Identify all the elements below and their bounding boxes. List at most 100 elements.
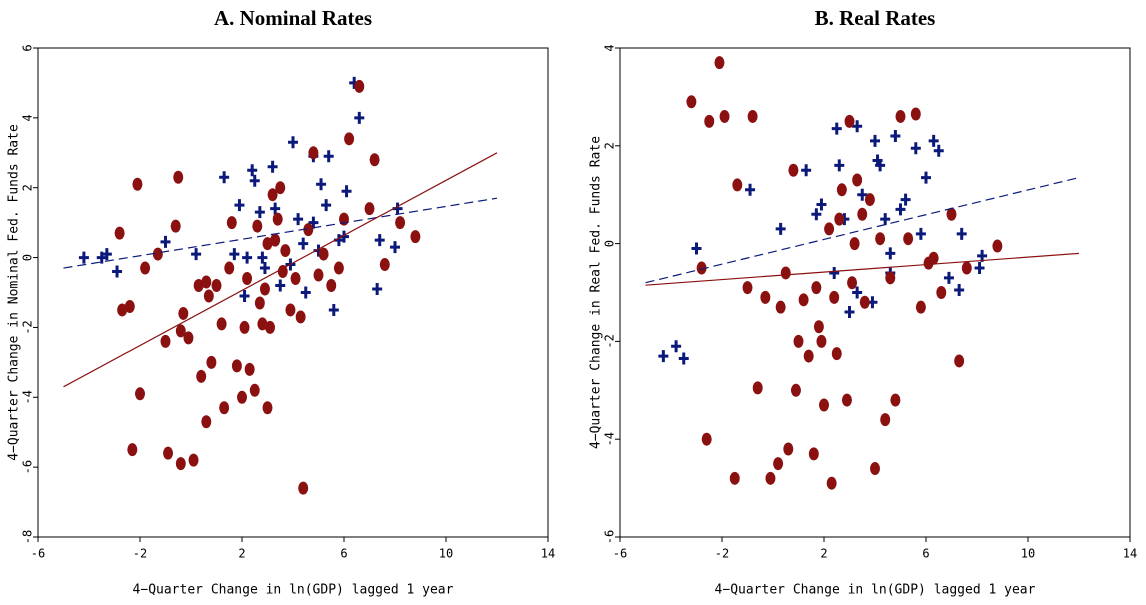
point	[798, 293, 809, 307]
point	[773, 457, 784, 471]
point	[819, 398, 829, 412]
point	[895, 203, 906, 216]
point	[890, 130, 901, 143]
point	[333, 261, 344, 275]
point	[813, 320, 824, 334]
point	[852, 286, 863, 299]
point	[783, 442, 794, 456]
chart-title: B. Real Rates	[815, 6, 936, 30]
point	[954, 354, 965, 368]
y-tick-label: 0	[603, 240, 617, 247]
x-tick-label: 10	[1021, 547, 1035, 561]
y-tick-label: -4	[21, 390, 35, 404]
point	[410, 230, 421, 244]
point	[915, 300, 926, 314]
point	[936, 286, 947, 299]
point	[262, 237, 273, 251]
point	[183, 331, 194, 345]
y-tick-label: -2	[21, 320, 35, 334]
point	[870, 462, 880, 476]
point	[395, 216, 406, 230]
point	[254, 296, 265, 310]
point	[101, 248, 112, 261]
point	[745, 183, 756, 196]
fit-line	[645, 177, 1080, 284]
y-axis-label: 4−Quarter Change in Nominal Fed. Funds R…	[7, 124, 22, 461]
point	[824, 222, 835, 236]
point	[844, 306, 855, 319]
point	[910, 142, 921, 155]
point	[259, 262, 270, 275]
point	[910, 107, 921, 121]
point	[875, 232, 886, 246]
point	[747, 109, 758, 123]
point	[379, 258, 390, 272]
point	[974, 262, 985, 275]
point	[880, 213, 891, 226]
point	[946, 207, 957, 221]
point	[915, 227, 926, 240]
point	[742, 281, 753, 295]
point	[191, 248, 202, 261]
point	[114, 226, 125, 240]
point	[239, 289, 250, 302]
point	[277, 265, 288, 279]
point	[124, 299, 135, 313]
point	[298, 237, 309, 250]
point	[308, 146, 319, 160]
point	[259, 282, 270, 296]
y-tick-label: -6	[603, 530, 617, 544]
point	[231, 359, 242, 373]
point	[344, 132, 355, 146]
y-tick-label: 2	[603, 142, 617, 149]
point	[270, 202, 281, 215]
x-tick-label: 6	[922, 547, 929, 561]
point	[300, 286, 311, 299]
x-axis-label: 4−Quarter Change in ln(GDP) lagged 1 yea…	[715, 583, 1036, 598]
x-tick-label: 2	[238, 547, 245, 561]
point	[831, 122, 842, 135]
point	[316, 178, 327, 191]
x-tick-label: 14	[1123, 547, 1137, 561]
point	[760, 290, 771, 304]
point	[752, 381, 763, 395]
point	[719, 109, 730, 123]
y-tick-label: -8	[21, 530, 35, 544]
point	[285, 303, 296, 317]
point	[961, 261, 972, 275]
y-tick-label: -2	[603, 334, 617, 348]
point	[829, 290, 840, 304]
point	[196, 369, 207, 383]
point	[249, 383, 260, 397]
point	[834, 212, 845, 226]
point	[780, 266, 791, 280]
point	[836, 183, 847, 197]
fit-line	[645, 252, 1080, 286]
point	[729, 471, 740, 485]
point	[132, 177, 143, 191]
point	[234, 199, 245, 212]
point	[275, 181, 286, 195]
y-tick-label: 6	[21, 44, 35, 51]
point	[265, 320, 276, 334]
point	[847, 276, 858, 290]
point	[903, 232, 914, 246]
point	[686, 95, 697, 109]
point	[732, 178, 743, 192]
point	[354, 111, 365, 124]
point	[372, 283, 383, 296]
point	[852, 173, 863, 187]
point	[775, 222, 786, 235]
point	[954, 284, 965, 297]
point	[160, 235, 171, 248]
point	[354, 79, 365, 93]
point	[262, 401, 273, 415]
point	[244, 362, 255, 376]
point	[801, 164, 812, 177]
point	[303, 223, 314, 237]
point	[280, 244, 291, 258]
point	[323, 150, 334, 163]
y-tick-label: -6	[21, 460, 35, 474]
point	[295, 310, 306, 324]
